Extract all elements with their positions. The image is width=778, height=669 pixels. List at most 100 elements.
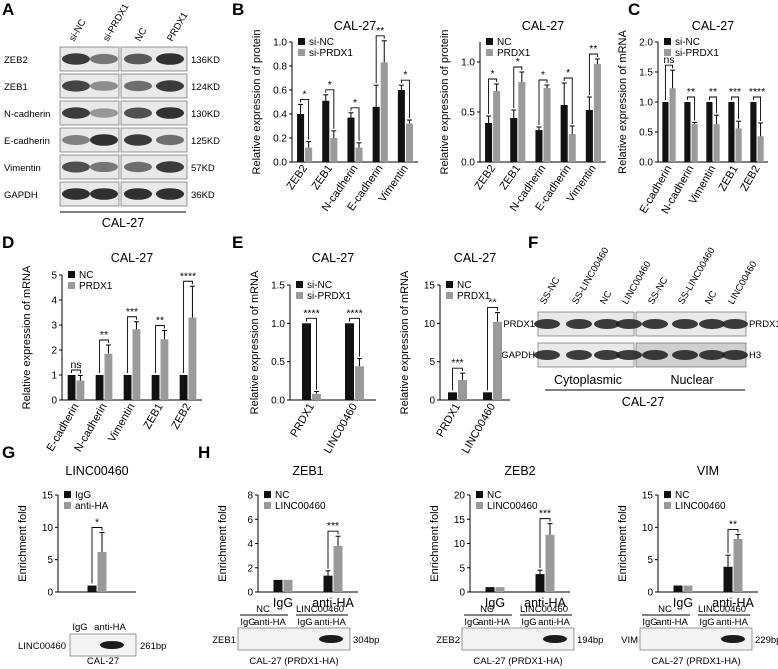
- bar: [179, 375, 188, 400]
- panel-letter-f: F: [528, 233, 538, 252]
- x-tick-label: ZEB2: [284, 163, 310, 192]
- bar: [87, 585, 97, 592]
- legend-swatch: [664, 49, 671, 56]
- blot-band: [124, 161, 152, 173]
- x-tick-label: ZEB2: [738, 164, 762, 194]
- bar: [67, 375, 76, 400]
- significance-bracket: [375, 35, 385, 84]
- significance-label: **: [709, 86, 717, 98]
- significance-label: *: [566, 67, 570, 79]
- significance-label: **: [100, 329, 108, 341]
- bar: [397, 90, 405, 162]
- bar: [123, 375, 132, 400]
- chart-c: CAL-27 Relative expression of mRNA 0.0 0.5 1…: [617, 19, 768, 216]
- bar: [448, 392, 457, 400]
- bar: [95, 375, 104, 400]
- bar: [188, 317, 197, 400]
- lane-label: anti-HA: [314, 617, 346, 628]
- y-tick-label: 0.5: [639, 128, 653, 139]
- chart-g: LINC00460 Enrichment fold 0 5 10 15 * IgGanti-H…: [17, 464, 136, 599]
- lane-label: IgG: [642, 617, 657, 628]
- cell-line-label: CAL-27 (PRDX1-HA): [249, 656, 338, 667]
- y-tick-label: 8: [247, 491, 253, 502]
- significance-bracket: [91, 527, 103, 584]
- bar: [372, 106, 380, 162]
- bar: [151, 375, 160, 400]
- blot-row-label: ZEB1: [4, 82, 28, 93]
- chart-title: CAL-27: [334, 19, 376, 33]
- bar: [323, 575, 333, 592]
- y-tick-label: 0.0: [639, 158, 653, 169]
- bar: [683, 585, 693, 592]
- blot-row-label: PRDX1: [503, 319, 535, 330]
- blot-band: [672, 350, 698, 360]
- y-tick-label: 0.0: [273, 158, 287, 169]
- blot-band: [594, 350, 620, 360]
- y-axis-label: Relative expression of protein: [251, 30, 263, 175]
- cell-line-label: CAL-27 (PRDX1-HA): [651, 656, 740, 667]
- gel-strip: [639, 627, 753, 651]
- y-tick-label: 1.5: [271, 281, 285, 292]
- significance-bracket: [127, 316, 137, 373]
- blot-band: [62, 53, 90, 65]
- significance-bracket: [727, 528, 739, 554]
- lane-label: SS-NC: [538, 275, 562, 306]
- significance-bracket: [306, 317, 317, 390]
- significance-bracket: [71, 369, 81, 374]
- blot-band: [699, 319, 725, 329]
- y-tick-label: 6: [247, 515, 253, 526]
- gel-vim: NCLINC00460IgGanti-HAIgGanti-HAVIM229bpC…: [621, 604, 778, 667]
- blot-band: [90, 53, 118, 65]
- y-tick-label: 10: [642, 523, 654, 534]
- significance-label: ***: [451, 357, 463, 369]
- bar: [545, 534, 555, 592]
- chart-title: CAL-27: [312, 251, 354, 265]
- y-tick-label: 1: [51, 371, 57, 382]
- lane-label: SS-NC: [646, 275, 670, 306]
- significance-bracket: [350, 107, 360, 141]
- blot-band: [62, 107, 90, 119]
- chart-b2: CAL-27 Relative expression of protein 0.0 0…: [439, 19, 606, 214]
- bar: [750, 102, 757, 162]
- significance-label: **: [687, 86, 695, 98]
- bar: [706, 102, 713, 162]
- lane-label: IgG: [521, 617, 536, 628]
- blot-band: [90, 81, 118, 91]
- gel-size-label: 229bp: [755, 635, 778, 646]
- legend-swatch: [264, 491, 271, 498]
- blot-band: [672, 319, 698, 329]
- gel-size-label: 261bp: [140, 641, 166, 652]
- y-axis-label: Enrichment fold: [429, 505, 441, 581]
- bar: [585, 110, 593, 162]
- y-tick-label: 0.2: [273, 134, 287, 145]
- gel-row-label: LINC00460: [18, 641, 66, 652]
- bar: [510, 118, 518, 162]
- y-tick-label: 5: [459, 563, 465, 574]
- y-tick-label: 0: [459, 588, 465, 599]
- y-tick-label: 15: [424, 281, 436, 292]
- bar: [333, 545, 343, 592]
- x-tick-label: ZEB1: [141, 402, 165, 432]
- legend-swatch: [296, 281, 303, 288]
- blot-band: [90, 188, 118, 200]
- blot-size-label: 136KD: [191, 55, 220, 66]
- blot-row-label: GAPDH: [501, 350, 535, 361]
- bar: [160, 339, 169, 400]
- lane-label: LINC00460: [726, 259, 760, 306]
- legend-swatch: [446, 281, 453, 288]
- y-tick-label: 15: [42, 491, 54, 502]
- significance-bracket: [686, 96, 696, 121]
- y-tick-label: 0: [247, 588, 253, 599]
- chart-e2: CAL-27 Relative expression of mRNA 0 5 10 15 *…: [399, 251, 510, 456]
- significance-bracket: [538, 79, 548, 125]
- bar: [568, 134, 576, 162]
- bar: [518, 82, 526, 162]
- significance-bracket: [452, 367, 463, 391]
- blot-band: [62, 135, 90, 145]
- blot-band: [124, 107, 152, 119]
- y-tick-label: 15: [642, 491, 654, 502]
- lane-label: NC: [133, 26, 149, 44]
- x-tick-label: PRDX1: [434, 402, 463, 440]
